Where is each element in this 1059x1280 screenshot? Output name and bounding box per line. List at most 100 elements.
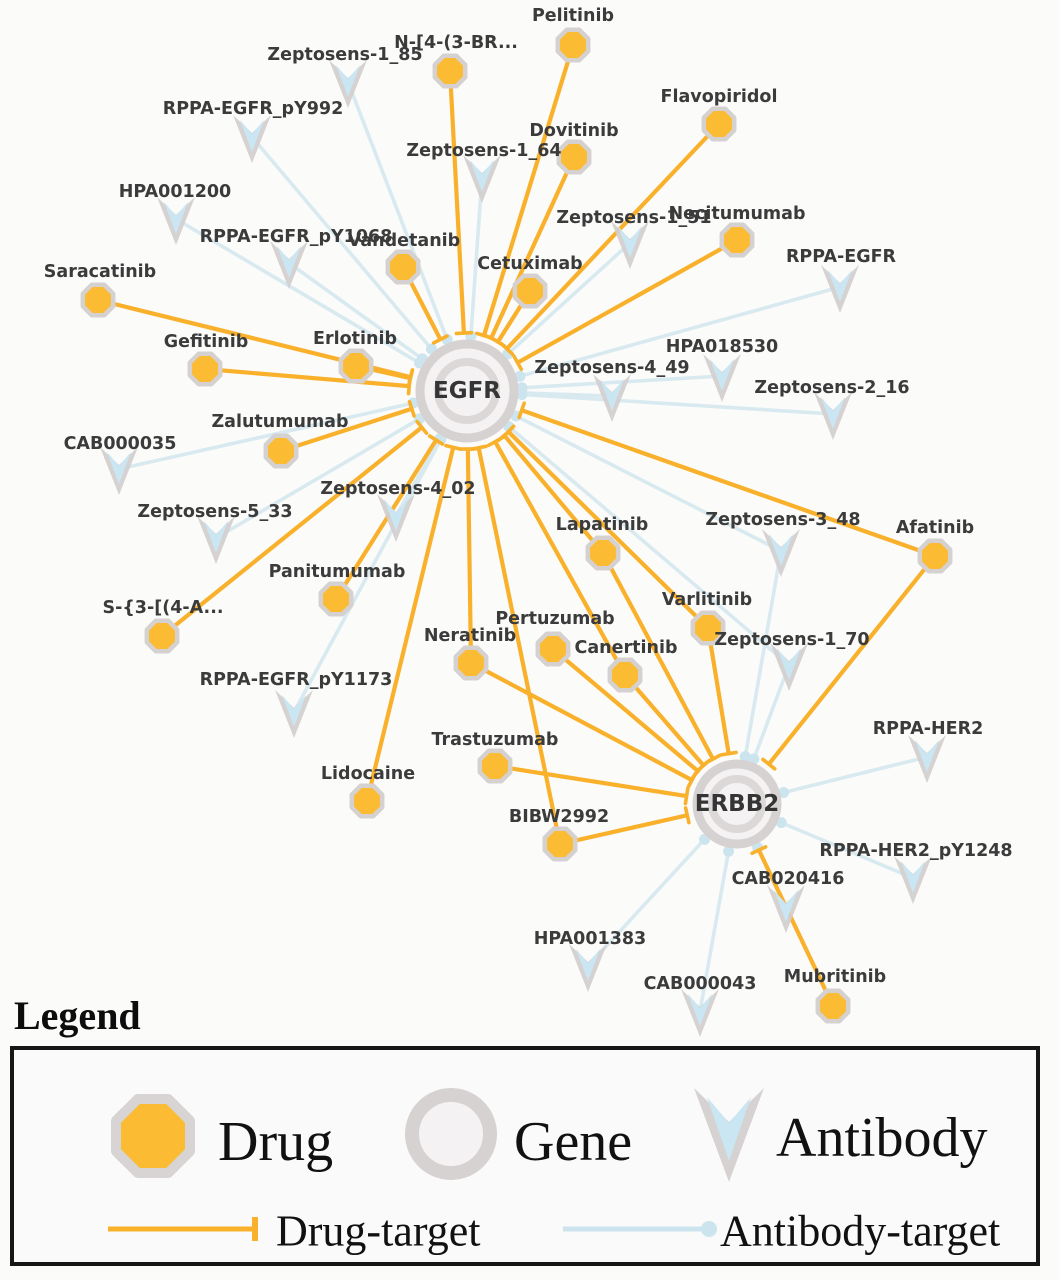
drug-target-edge (502, 434, 605, 555)
antibody-target-edge (521, 392, 834, 416)
gene-node-EGFR[interactable]: EGFR (415, 339, 519, 443)
drug-target-edge (476, 447, 563, 845)
drug-target-edge (470, 661, 693, 782)
drug-node-Lapatinib[interactable] (585, 535, 621, 571)
drug-octagon-icon[interactable] (263, 433, 299, 469)
drug-node-Varlitinib[interactable] (690, 610, 726, 646)
drug-target-edge-tee (444, 443, 463, 451)
drug-node-Canertinib[interactable] (607, 657, 643, 693)
node-label-Necitumumab: Necitumumab (669, 204, 806, 224)
antibody-node-HPA018530[interactable] (703, 354, 741, 402)
drug-octagon-icon[interactable] (338, 348, 374, 384)
drug-octagon-icon[interactable] (453, 645, 489, 681)
drug-octagon-icon[interactable] (80, 282, 116, 318)
antibody-node-Zeptosens-1_70[interactable] (770, 643, 808, 691)
drug-node-Vandetanib[interactable] (385, 249, 421, 285)
drug-node-Panitumumab[interactable] (318, 581, 354, 617)
antibody-node-RPPA-HER2_pY1248[interactable] (894, 856, 932, 904)
drug-octagon-icon[interactable] (144, 618, 180, 654)
drug-node-Necitumumab[interactable] (719, 222, 755, 258)
antibody-node-Zeptosens-1_85[interactable] (329, 60, 367, 108)
drug-node-Lidocaine[interactable] (349, 783, 385, 819)
drug-octagon-icon[interactable] (187, 351, 223, 387)
node-label-Zeptosens-5_33: Zeptosens-5_33 (137, 502, 292, 522)
antibody-node-Zeptosens-1_51[interactable] (611, 221, 649, 269)
antibody-node-Zeptosens-3_48[interactable] (762, 529, 800, 577)
antibody-target-edge (215, 417, 421, 540)
antibody-target-edge (469, 176, 484, 337)
node-label-Vandetanib: Vandetanib (348, 231, 460, 251)
drug-octagon-icon[interactable] (585, 535, 621, 571)
node-label-Varlitinib: Varlitinib (662, 590, 752, 610)
antibody-node-Zeptosens-4_49[interactable] (593, 374, 631, 422)
gene-node-ERBB2[interactable]: ERBB2 (692, 759, 782, 849)
drug-octagon-icon[interactable] (542, 826, 578, 862)
drug-node-Dovitinib[interactable] (556, 139, 592, 175)
antibody-node-HPA001200[interactable] (157, 197, 195, 245)
antibody-node-RPPA-EGFR_pY992[interactable] (233, 115, 271, 163)
drug-octagon-icon[interactable] (349, 783, 385, 819)
drug-octagon-icon[interactable] (556, 139, 592, 175)
drug-node-Afatinib[interactable] (917, 538, 953, 574)
node-label-Neratinib: Neratinib (424, 626, 516, 646)
antibody-node-RPPA-EGFR_pY1068[interactable] (270, 241, 308, 289)
drug-octagon-icon[interactable] (555, 27, 591, 63)
drug-octagon-icon[interactable] (690, 610, 726, 646)
drug-node-BIBW2992[interactable] (542, 826, 578, 862)
antibody-chevron-inner (470, 160, 494, 192)
drug-node-Trastuzumab[interactable] (477, 748, 513, 784)
drug-node-Pertuzumab[interactable] (535, 631, 571, 667)
drug-target-edge-tee (406, 369, 414, 388)
drug-node-Pelitinib[interactable] (555, 27, 591, 63)
drug-node-Mubritinib[interactable] (815, 988, 851, 1024)
drug-octagon-icon[interactable] (607, 657, 643, 693)
antibody-chevron-inner (821, 397, 845, 429)
drug-octagon-icon[interactable] (917, 538, 953, 574)
drug-octagon-icon[interactable] (477, 748, 513, 784)
antibody-node-CAB000035[interactable] (100, 447, 138, 495)
antibody-node-RPPA-EGFR[interactable] (821, 265, 859, 313)
gene-label: EGFR (433, 378, 501, 404)
antibody-node-Zeptosens-2_16[interactable] (814, 392, 852, 440)
drug-octagon-icon[interactable] (385, 249, 421, 285)
drug-node-Erlotinib[interactable] (338, 348, 374, 384)
gene-circle-icon[interactable] (415, 339, 519, 443)
nodes-layer: EGFR ERBB2 (80, 27, 953, 1037)
antibody-node-CAB020416[interactable] (767, 885, 805, 933)
drug-octagon-icon[interactable] (535, 631, 571, 667)
drug-node-N-[4-(3-BR...[interactable] (432, 53, 468, 89)
drug-node-Neratinib[interactable] (453, 645, 489, 681)
drug-node-Gefitinib[interactable] (187, 351, 223, 387)
node-label-Mubritinib: Mubritinib (784, 967, 886, 987)
network-graph[interactable]: EGFR ERBB2 Pelitinib N-[4-(3-BR... Dovitinib… (0, 0, 1059, 1044)
antibody-legend-icon (694, 1088, 764, 1182)
drug-node-Saracatinib[interactable] (80, 282, 116, 318)
node-label-Zeptosens-2_16: Zeptosens-2_16 (754, 378, 909, 398)
drug-node-S-{3-[(4-A...[interactable] (144, 618, 180, 654)
antibody-node-CAB000043[interactable] (681, 989, 719, 1037)
drug-octagon-icon[interactable] (318, 581, 354, 617)
drug-octagon-icon[interactable] (512, 273, 548, 309)
node-label-CAB000043: CAB000043 (644, 974, 757, 994)
antibody-node-Zeptosens-5_33[interactable] (197, 516, 235, 564)
node-label-Erlotinib: Erlotinib (313, 329, 397, 349)
antibody-node-RPPA-HER2[interactable] (908, 735, 946, 783)
drug-octagon-icon[interactable] (432, 53, 468, 89)
node-label-RPPA-EGFR_pY1068: RPPA-EGFR_pY1068 (200, 227, 393, 247)
antibody-target-edge (292, 438, 443, 713)
legend-box: Drug Gene Antibody Drug-target Antibody-… (10, 1046, 1040, 1266)
labels-layer: Pelitinib N-[4-(3-BR... Dovitinib Flavopiri… (44, 6, 1013, 994)
antibody-node-HPA001383[interactable] (569, 944, 607, 992)
drug-node-Zalutumumab[interactable] (263, 433, 299, 469)
drug-octagon-icon[interactable] (719, 222, 755, 258)
drug-node-Cetuximab[interactable] (512, 273, 548, 309)
antibody-node-RPPA-EGFR_pY1173[interactable] (275, 690, 313, 738)
node-label-Trastuzumab: Trastuzumab (432, 730, 559, 750)
antibody-chevron-inner (576, 949, 600, 981)
antibody-node-Zeptosens-1_64[interactable] (463, 155, 501, 203)
antibody-node-Zeptosens-4_02[interactable] (377, 494, 415, 542)
drug-octagon-icon[interactable] (701, 106, 737, 142)
drug-octagon-icon[interactable] (815, 988, 851, 1024)
drug-node-Flavopiridol[interactable] (701, 106, 737, 142)
